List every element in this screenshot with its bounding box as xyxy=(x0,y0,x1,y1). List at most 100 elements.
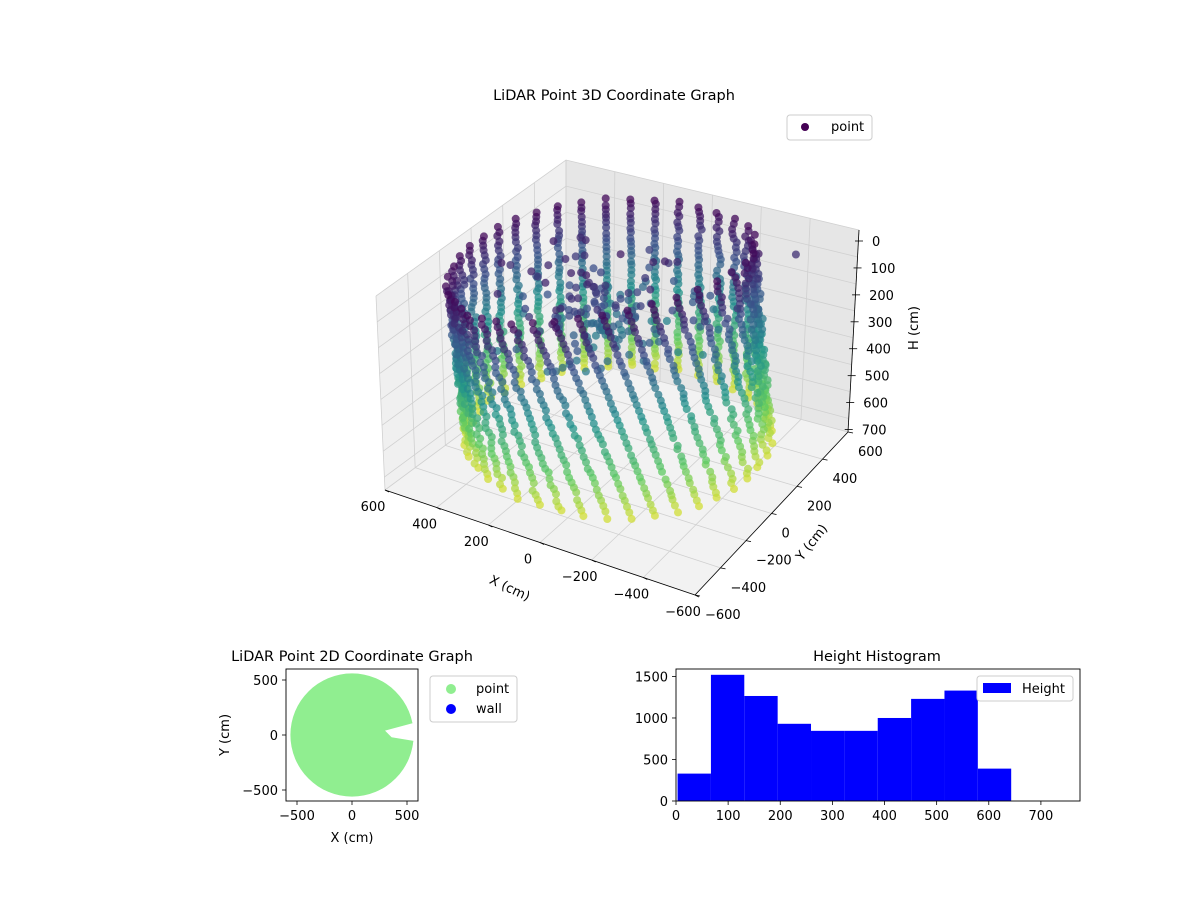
point-3d xyxy=(570,307,579,316)
point-3d xyxy=(531,431,540,440)
point-3d xyxy=(623,306,632,315)
point-3d xyxy=(527,375,536,384)
point-3d xyxy=(467,256,476,265)
point-3d xyxy=(602,243,611,252)
point-3d xyxy=(712,209,721,217)
point-3d xyxy=(627,514,636,523)
x-tick-label-3d: 600 xyxy=(361,500,386,515)
y-tick-label-3d: 600 xyxy=(858,445,883,460)
point-3d xyxy=(627,317,636,326)
point-3d xyxy=(465,322,474,331)
x-tick-label-2d: −500 xyxy=(279,809,315,824)
point-3d xyxy=(602,258,611,267)
point-3d xyxy=(517,393,526,402)
point-3d xyxy=(524,409,532,418)
point-3d xyxy=(493,470,502,479)
point-3d xyxy=(662,413,671,422)
point-3d xyxy=(468,361,477,370)
point-3d xyxy=(627,333,636,342)
point-3d xyxy=(694,342,703,351)
point-3d xyxy=(765,428,774,437)
point-3d xyxy=(574,294,583,303)
point-3d xyxy=(646,285,655,294)
point-3d xyxy=(725,325,734,334)
point-3d xyxy=(595,326,604,334)
legend-2d-label-wall: wall xyxy=(476,702,502,717)
point-3d xyxy=(637,412,646,421)
point-3d xyxy=(598,311,607,320)
point-3d xyxy=(484,475,493,483)
point-3d xyxy=(510,478,519,487)
point-3d xyxy=(742,289,751,298)
point-3d xyxy=(544,261,553,270)
point-3d xyxy=(749,320,758,329)
histogram-title: Height Histogram xyxy=(813,649,941,665)
point-3d xyxy=(506,468,515,477)
point-3d xyxy=(627,343,636,352)
point-3d xyxy=(649,258,658,267)
point-3d xyxy=(576,320,585,329)
point-3d xyxy=(487,438,496,447)
plot-area-2d xyxy=(290,673,418,797)
point-3d xyxy=(609,340,618,349)
point-3d xyxy=(664,345,673,354)
point-3d xyxy=(469,280,478,288)
point-3d xyxy=(580,350,589,359)
point-3d xyxy=(702,456,711,465)
point-3d xyxy=(553,386,562,395)
point-3d xyxy=(585,407,594,416)
point-3d xyxy=(633,288,642,297)
point-3d xyxy=(594,491,603,500)
point-3d xyxy=(515,437,524,446)
point-3d xyxy=(731,243,740,252)
point-3d xyxy=(497,258,506,267)
histogram-ticks: 0 100 200 300 400 500 600 700 0 500 1000 1500 xyxy=(635,670,1053,824)
point-3d xyxy=(578,227,587,236)
point-3d xyxy=(577,218,586,226)
grid-line xyxy=(438,250,446,446)
point-3d xyxy=(555,226,564,235)
y-tick-label-2d: −500 xyxy=(242,784,278,799)
point-3d xyxy=(591,288,600,297)
point-3d xyxy=(731,351,740,360)
point-3d xyxy=(593,305,602,314)
point-3d xyxy=(706,408,714,417)
legend-histogram-swatch xyxy=(983,683,1011,693)
point-3d xyxy=(457,256,466,265)
point-3d xyxy=(635,473,644,482)
point-3d xyxy=(738,448,747,457)
z-tick-label-3d: 500 xyxy=(865,370,890,385)
point-3d xyxy=(571,339,579,348)
point-3d xyxy=(543,358,552,367)
z-tick-label-3d: 700 xyxy=(862,424,887,439)
point-3d xyxy=(738,325,747,334)
point-3d xyxy=(660,257,669,266)
grid-line xyxy=(375,295,386,491)
point-3d xyxy=(579,512,588,521)
point-3d xyxy=(517,362,526,371)
point-3d xyxy=(477,314,486,323)
point-3d xyxy=(749,249,758,258)
point-3d xyxy=(510,427,519,436)
point-3d xyxy=(609,469,618,478)
point-3d xyxy=(573,496,582,505)
point-3d xyxy=(566,420,575,429)
point-3d xyxy=(666,486,675,495)
point-3d xyxy=(696,221,705,230)
point-3d xyxy=(616,294,625,303)
point-3d xyxy=(471,383,480,392)
point-3d xyxy=(648,373,657,382)
point-3d xyxy=(699,381,708,390)
point-3d xyxy=(705,323,714,332)
point-3d xyxy=(470,459,479,468)
point-3d xyxy=(575,441,584,450)
point-3d xyxy=(618,492,627,500)
point-3d xyxy=(477,397,486,406)
point-disk-2d xyxy=(290,673,418,797)
point-3d xyxy=(728,293,737,302)
point-3d xyxy=(534,449,543,458)
point-3d xyxy=(493,323,502,332)
point-3d xyxy=(495,237,504,246)
point-3d xyxy=(528,486,537,495)
x-tick-label-2d: 0 xyxy=(348,809,356,824)
